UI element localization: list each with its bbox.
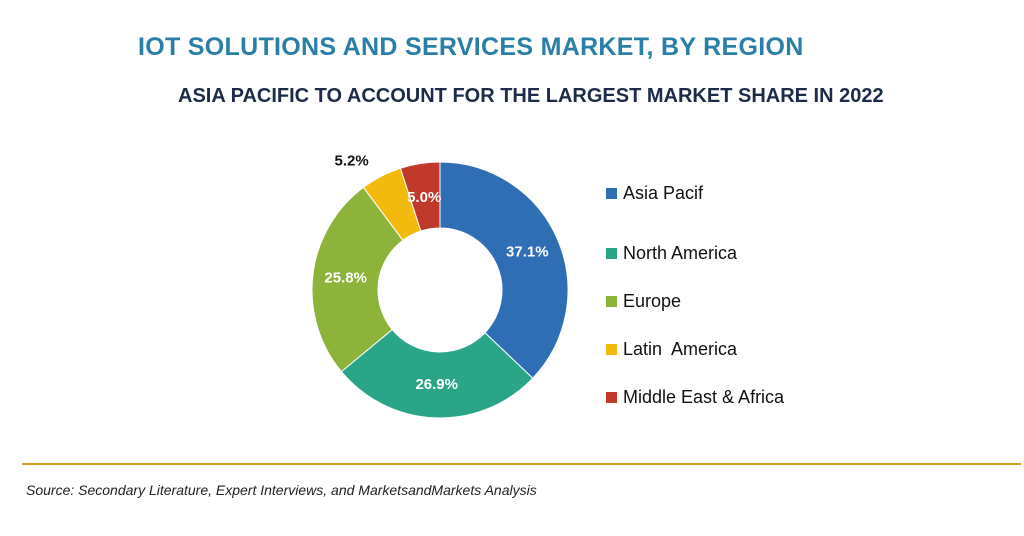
data-label-europe: 25.8%	[324, 270, 367, 287]
slice-north-america	[340, 328, 534, 419]
data-label-asia-pacif: 37.1%	[506, 244, 549, 261]
legend-label: North America	[623, 242, 738, 263]
legend-label: Middle East & Africa	[623, 386, 785, 407]
legend-label: Europe	[623, 290, 682, 311]
legend-item: Europe	[606, 277, 784, 325]
chart-subtitle: ASIA PACIFIC TO ACCOUNT FOR THE LARGEST …	[178, 85, 884, 107]
legend-swatch-asia-pacific	[606, 187, 617, 199]
legend-item: North America	[606, 229, 784, 277]
slice-asia-pacif	[439, 161, 569, 379]
legend-item: Asia Pacif	[606, 181, 784, 205]
chart-title: IOT SOLUTIONS AND SERVICES MARKET, BY RE…	[138, 33, 804, 61]
legend-item: Latin America	[606, 325, 784, 373]
legend-label: Latin America	[623, 338, 738, 359]
legend-item: Middle East & Africa	[606, 373, 784, 421]
legend-swatch-north-america	[606, 247, 617, 259]
divider-rule	[22, 463, 1021, 465]
slice-middle-east-africa	[399, 161, 441, 232]
legend-swatch-middle-east-africa	[606, 391, 617, 403]
source-note: Source: Secondary Literature, Expert Int…	[26, 482, 537, 498]
legend-label: Asia Pacif	[623, 182, 704, 203]
legend-swatch-europe	[606, 295, 617, 307]
chart-legend: Asia Pacif North America Europe Latin Am…	[606, 181, 784, 421]
slice-europe	[311, 186, 404, 373]
data-label-latin-america: 5.2%	[335, 153, 369, 170]
data-label-middle-east-africa: 5.0%	[407, 189, 441, 206]
donut-chart: 37.1% 26.9% 25.8% 5.2% 5.0%	[311, 153, 569, 419]
legend-swatch-latin-america	[606, 343, 617, 355]
data-label-north-america: 26.9%	[415, 376, 458, 393]
